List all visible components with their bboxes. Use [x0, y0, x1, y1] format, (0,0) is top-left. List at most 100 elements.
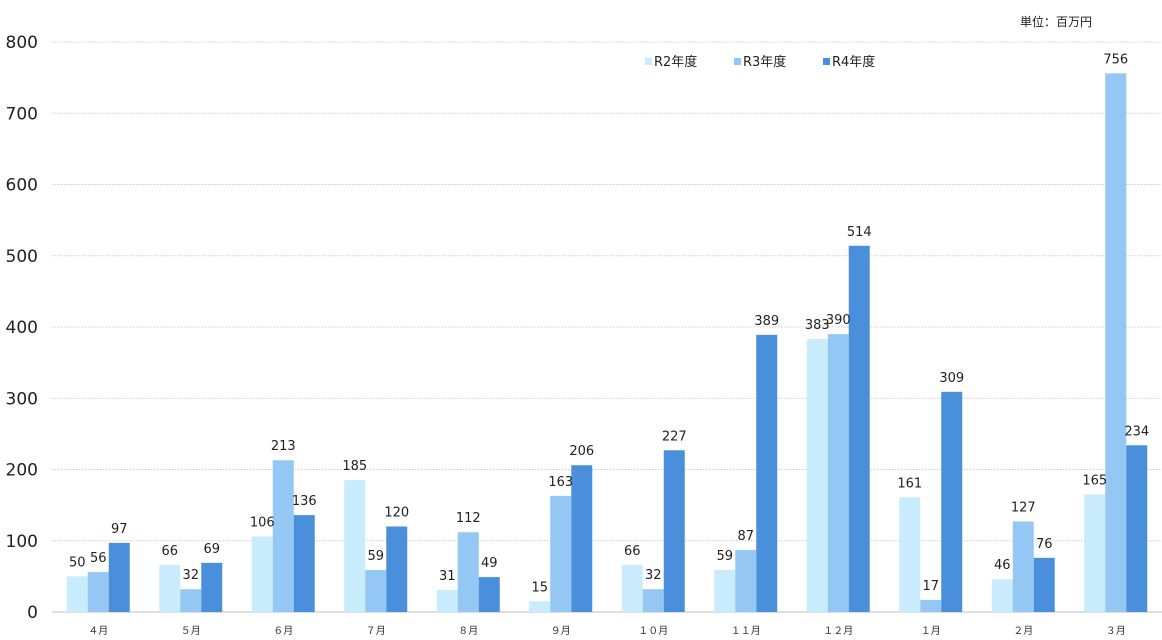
y-tick-label: 700	[6, 104, 38, 124]
bar	[571, 465, 593, 612]
bar	[899, 497, 921, 612]
data-label: 76	[1036, 537, 1053, 552]
bar	[293, 515, 315, 612]
bar	[1126, 445, 1148, 612]
y-tick-label: 400	[6, 318, 38, 338]
bar	[1084, 494, 1106, 612]
data-label: 69	[203, 542, 220, 557]
bars	[66, 73, 1148, 613]
data-label: 127	[1011, 501, 1036, 516]
legend-label: R3年度	[743, 54, 786, 70]
data-label: 97	[111, 522, 128, 537]
legend-label: R4年度	[832, 54, 875, 70]
data-label: 206	[569, 444, 594, 459]
bar	[663, 450, 685, 612]
x-tick-label: ４月	[88, 625, 108, 637]
x-tick-label: ７月	[366, 625, 386, 637]
y-axis-ticks: 0 100 200 300 400 500 600 700 800	[6, 33, 38, 623]
bar	[66, 576, 88, 612]
data-label: 227	[662, 429, 687, 444]
x-tick-label: ３月	[1106, 625, 1126, 637]
bar	[642, 589, 664, 612]
y-tick-label: 200	[6, 461, 38, 481]
data-label: 756	[1103, 52, 1128, 67]
bar	[457, 532, 479, 612]
bar	[87, 572, 109, 612]
x-tick-label: １２月	[823, 625, 853, 637]
x-tick-label: ９月	[551, 625, 571, 637]
bar	[991, 579, 1013, 612]
bar	[806, 339, 828, 612]
y-tick-label: 500	[6, 247, 38, 267]
data-label: 161	[897, 476, 922, 491]
y-tick-label: 100	[6, 532, 38, 552]
bar	[201, 562, 223, 612]
gridlines	[52, 41, 1162, 613]
data-label: 390	[826, 313, 851, 328]
data-label: 87	[737, 529, 754, 544]
data-label: 234	[1124, 424, 1149, 439]
bar	[436, 589, 458, 612]
y-tick-label: 600	[6, 176, 38, 196]
bar	[108, 542, 130, 612]
bar	[621, 564, 643, 612]
bar	[756, 334, 778, 612]
legend-swatch	[734, 58, 741, 65]
data-label: 32	[645, 568, 662, 583]
bar	[386, 526, 408, 612]
data-label: 59	[716, 549, 733, 564]
x-tick-label: １１月	[731, 625, 761, 637]
bar	[920, 599, 942, 612]
bar	[159, 564, 181, 612]
unit-label: 単位：百万円	[1020, 14, 1092, 29]
x-tick-label: ２月	[1013, 625, 1033, 637]
legend: R2年度 R3年度 R4年度	[645, 54, 875, 70]
bar	[344, 480, 366, 612]
bar	[272, 460, 294, 612]
bar	[1012, 521, 1034, 612]
data-label: 49	[481, 556, 498, 571]
bar	[827, 334, 849, 612]
data-label: 17	[922, 579, 939, 594]
bar	[1033, 557, 1055, 612]
data-label: 165	[1082, 473, 1107, 488]
y-tick-label: 0	[27, 603, 38, 623]
bar	[941, 391, 963, 612]
data-label: 185	[342, 459, 367, 474]
bar	[251, 536, 273, 612]
data-label: 46	[994, 558, 1011, 573]
x-tick-label: １０月	[638, 625, 668, 637]
y-tick-label: 300	[6, 389, 38, 409]
y-tick-label: 800	[6, 33, 38, 53]
data-label: 59	[367, 549, 384, 564]
data-label: 213	[271, 439, 296, 454]
bar	[848, 245, 870, 612]
legend-label: R2年度	[654, 54, 697, 70]
data-label: 31	[439, 569, 456, 584]
data-label: 66	[624, 544, 641, 559]
bar	[478, 577, 500, 612]
data-label: 383	[805, 318, 830, 333]
bar	[1105, 73, 1127, 613]
bar	[735, 550, 757, 612]
legend-swatch	[823, 58, 830, 65]
data-label: 163	[548, 475, 573, 490]
data-label: 309	[939, 371, 964, 386]
data-label: 514	[847, 225, 872, 240]
legend-swatch	[645, 58, 652, 65]
data-label: 389	[754, 314, 779, 329]
data-label: 15	[531, 580, 548, 595]
bar	[365, 569, 387, 612]
bar	[550, 495, 572, 612]
data-label: 112	[456, 511, 481, 526]
bar	[529, 601, 551, 612]
data-labels: 50 56 97 66 32 69 106 213 136 185 59 120 31 112 49 15 16…	[69, 52, 1149, 595]
data-label: 120	[384, 506, 409, 521]
data-label: 50	[69, 555, 86, 570]
x-tick-label: ８月	[458, 625, 478, 637]
x-axis-ticks: ４月 ５月 ６月 ７月 ８月 ９月 １０月 １１月 １２月 １月 ２月 ３月	[88, 625, 1126, 637]
bar	[180, 589, 202, 612]
data-label: 136	[292, 494, 317, 509]
x-tick-label: ６月	[273, 625, 293, 637]
